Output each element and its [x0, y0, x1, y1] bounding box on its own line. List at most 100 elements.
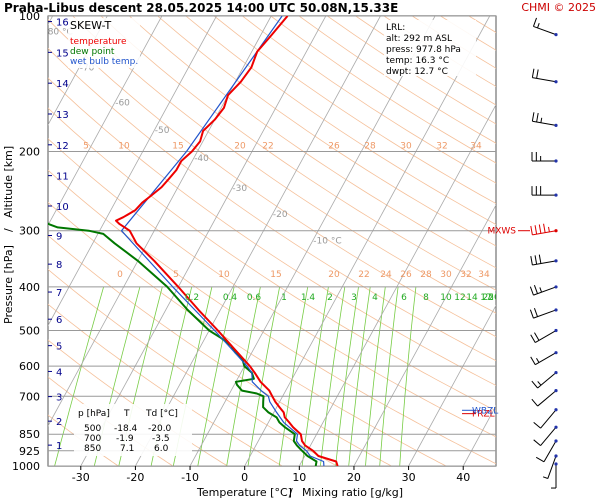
wind-barb-flag: [540, 117, 543, 123]
copyright: CHMI © 2025: [521, 1, 596, 14]
altitude-tick-label: 1: [56, 441, 62, 452]
dry-adiabat: [157, 16, 496, 247]
temperature-tick-label: 40: [456, 471, 470, 484]
sounding-profiles: [48, 16, 339, 466]
dry-adiabat: [100, 16, 496, 291]
wind-barb-dot: [554, 229, 558, 233]
pressure-tick-label: 400: [19, 281, 40, 294]
altitude-tick-label: 16: [56, 18, 69, 29]
altitude-tick-label: 14: [56, 79, 69, 90]
altitude-tick-label: 15: [56, 48, 69, 59]
wind-barb-flag: [533, 421, 541, 429]
wind-barb-flag: [532, 17, 537, 27]
dry-adiabat-label: 20: [234, 141, 246, 151]
pressure-tick-label: 200: [19, 145, 40, 158]
wind-barb-flag: [542, 476, 548, 479]
wind-barb-staff: [540, 409, 557, 429]
y-axis-label-sep: /: [2, 228, 15, 232]
mixing-ratio-label: 1: [281, 293, 287, 303]
mixing-ratio-label: 4: [372, 293, 378, 303]
wind-barb: [542, 454, 558, 479]
dry-adiabat-label: 22: [262, 141, 273, 151]
pressure-tick-label: 300: [19, 225, 40, 238]
isotherm: [80, 16, 327, 466]
altitude-tick-label: 11: [56, 172, 69, 183]
wind-barb-flag: [531, 380, 538, 389]
wind-barb: [529, 285, 558, 296]
wind-barb-flag: [536, 112, 539, 123]
pressure-tick-label: 600: [19, 360, 40, 373]
wind-barb-staff: [532, 260, 557, 266]
wind-barb-flag: [531, 68, 535, 78]
wind-barb-dot: [554, 351, 558, 355]
dry-adiabat-label: 34: [478, 270, 490, 280]
wind-barb-staff: [543, 440, 557, 463]
legend-wet-bulb: wet bulb temp.: [70, 57, 138, 67]
wind-barb-dot: [554, 425, 558, 429]
wind-barb-dot: [554, 80, 558, 84]
temperature-tick-label: -30: [72, 471, 90, 484]
frzl-label: FRZL: [472, 410, 495, 420]
isotherm: [408, 304, 496, 466]
wind-barb: [531, 68, 558, 84]
wind-barb-dot: [554, 439, 558, 443]
isotherm-label: -40: [194, 154, 209, 164]
temperature-tick-labels: -30 -20 -10 0 10 20 30 40: [72, 466, 470, 484]
dry-adiabat-label: 32: [460, 270, 471, 280]
dry-adiabat-label: 26: [400, 270, 412, 280]
wind-barb-dot: [554, 328, 558, 333]
wind-barb-dot: [554, 389, 558, 393]
wind-barb: [531, 112, 558, 127]
table-cell: 6.0: [154, 444, 169, 454]
isotherm: [353, 204, 496, 466]
wind-barb-flag: [529, 309, 534, 319]
legend: SKEW-T temperature dew point wet bulb te…: [68, 18, 140, 68]
wind-barb-staff: [532, 77, 557, 83]
lrl-box: LRL: alt: 292 m ASL press: 977.8 hPa tem…: [384, 20, 476, 77]
legend-dew-point: dew point: [70, 47, 115, 57]
temperature-profile: [115, 16, 339, 466]
legend-title: SKEW-T: [70, 19, 112, 32]
altitude-tick-label: 13: [56, 110, 69, 121]
dry-adiabat-label: 24: [380, 270, 392, 280]
mixing-ratio-label: 6: [401, 293, 407, 303]
wind-barb-staff: [533, 25, 557, 36]
lrl-temp: temp: 16.3 °C: [386, 56, 449, 66]
wind-barb-flag: [548, 226, 550, 232]
wind-barb: [530, 254, 558, 266]
wind-barb-staff: [533, 309, 557, 319]
wind-barb: [531, 186, 558, 197]
wind-barb-flag: [531, 398, 538, 407]
isotherm: [48, 16, 163, 227]
wind-barb-dot: [554, 193, 558, 197]
wind-barb-dot: [554, 454, 558, 458]
lrl-alt: alt: 292 m ASL: [386, 34, 452, 44]
mixing-ratio-label: 17: [480, 293, 491, 303]
isotherm: [518, 16, 600, 466]
dewpoint-profile: [48, 222, 318, 466]
dry-adiabat-label: 26: [328, 141, 340, 151]
isotherm: [48, 16, 217, 327]
wind-barb-flag: [530, 225, 533, 235]
altitude-tick-label: 8: [56, 260, 62, 271]
wind-barb: [533, 425, 558, 446]
dry-adiabat-label: 32: [436, 141, 447, 151]
wbzl-label: WBZL: [472, 406, 498, 416]
wind-barb-flag: [533, 439, 541, 446]
level-table: p [hPa] T Td [°C] 500 -18.4 -20.0 700 -1…: [74, 404, 192, 456]
temperature-tick-label: 0: [241, 471, 248, 484]
wind-barb-flag: [530, 356, 536, 365]
dry-adiabat: [554, 16, 600, 466]
wind-barb-flag: [538, 224, 542, 234]
wind-barb-flag: [529, 286, 534, 296]
wind-barb: [531, 389, 558, 407]
wind-barb-flag: [539, 287, 543, 293]
wind-barb: [530, 328, 558, 343]
wind-barb-flag: [537, 381, 542, 386]
isotherm: [189, 16, 436, 466]
temperature-tick-label: 10: [292, 471, 306, 484]
pressure-tick-label: 700: [19, 390, 40, 403]
mixing-ratio-label: 0.2: [185, 293, 199, 303]
